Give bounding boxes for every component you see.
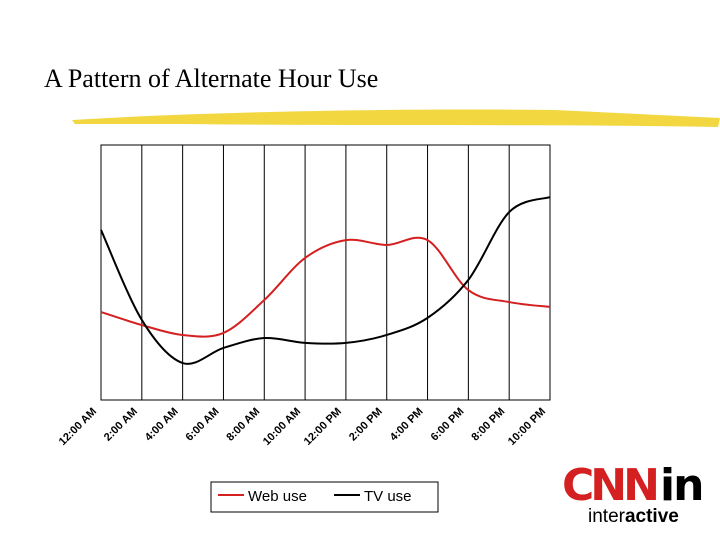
legend-label: TV use: [364, 488, 412, 505]
x-tick-label: 6:00 PM: [429, 406, 467, 444]
x-tick-label: 6:00 AM: [184, 406, 222, 444]
logo-tagline-end: active: [625, 506, 679, 527]
x-tick-label: 2:00 PM: [347, 406, 385, 444]
x-tick-label: 10:00 AM: [261, 406, 303, 448]
plot-frame: [100, 144, 551, 401]
logo-suffix: in: [660, 460, 702, 511]
data-line: [100, 196, 551, 365]
x-tick-label: 4:00 PM: [388, 406, 426, 444]
logo: CNN in interactive: [562, 460, 704, 527]
logo-tagline: interactive: [588, 506, 679, 527]
logo-tagline-start: inter: [588, 506, 626, 527]
legend-box: [210, 481, 439, 513]
x-tick-label: 12:00 PM: [302, 406, 344, 448]
x-tick-label: 10:00 PM: [506, 406, 548, 448]
legend-label: Web use: [248, 488, 307, 505]
data-line: [100, 236, 551, 338]
x-tick-label: 2:00 AM: [102, 406, 140, 444]
plot: 12:00 AM 2:00 AM 4:00 AM 6:00 AM 8:00 AM10:0…: [57, 145, 551, 448]
title-underline: [72, 109, 720, 127]
x-tick-label: 8:00 AM: [224, 406, 262, 444]
logo-brand: CNN: [562, 460, 656, 511]
chart-title: A Pattern of Alternate Hour Use: [44, 64, 378, 93]
legend: Web use TV use: [218, 488, 412, 505]
x-tick-label: 12:00 AM: [57, 406, 99, 448]
x-tick-label: 4:00 AM: [143, 406, 181, 444]
x-tick-label: 8:00 PM: [469, 406, 507, 444]
